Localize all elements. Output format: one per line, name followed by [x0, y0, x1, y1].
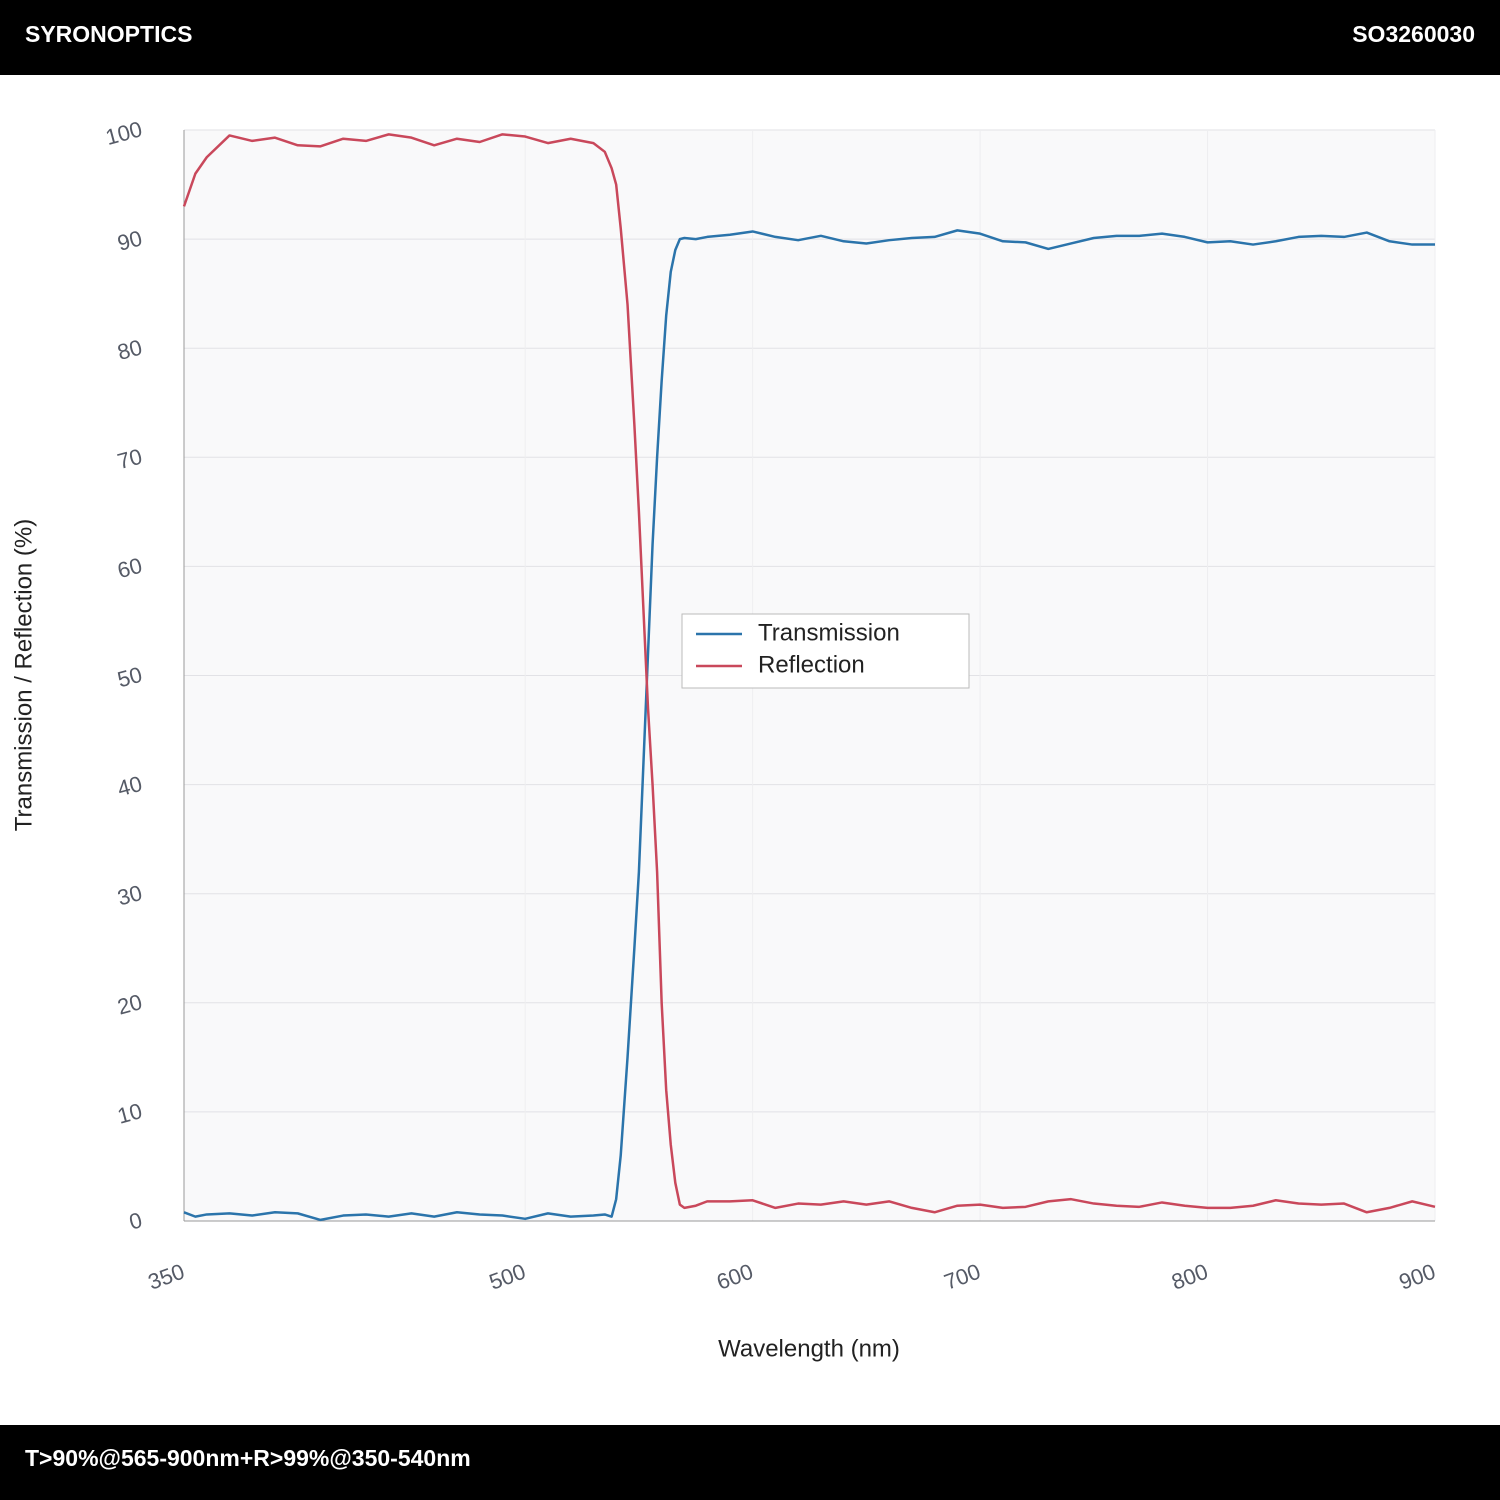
x-tick-label: 350: [145, 1259, 188, 1295]
y-tick-label: 50: [115, 662, 145, 692]
series-line: [183, 229, 1435, 1222]
y-tick-label: 40: [115, 771, 145, 801]
series-line: [182, 133, 1436, 1214]
x-tick-label: 500: [486, 1259, 529, 1295]
x-tick-label: 600: [713, 1259, 756, 1295]
legend-box: [681, 613, 970, 689]
y-tick-label: 90: [115, 225, 145, 255]
y-tick-label: 80: [115, 334, 145, 364]
y-axis-title: Transmission / Reflection (%): [10, 519, 37, 832]
x-tick-label: 800: [1168, 1259, 1211, 1295]
footer-bar: [0, 1425, 1500, 1500]
legend-label: Transmission: [758, 619, 900, 646]
y-tick-label: 70: [115, 444, 145, 474]
y-tick-label: 10: [115, 1098, 145, 1128]
y-tick-label: 0: [126, 1207, 144, 1234]
y-tick-label: 60: [115, 553, 145, 583]
legend-label: Reflection: [758, 651, 865, 678]
brand: SYRONOPTICS: [25, 21, 192, 47]
spec: T>90%@565-900nm+R>99%@350-540nm: [25, 1445, 471, 1471]
x-axis-title: Wavelength (nm): [718, 1335, 900, 1362]
part-number: SO3260030: [1352, 21, 1475, 47]
x-tick-label: 700: [941, 1259, 984, 1295]
header-bar: [0, 0, 1500, 75]
y-tick-label: 100: [103, 116, 145, 150]
x-tick-label: 900: [1396, 1259, 1439, 1295]
y-tick-label: 30: [115, 880, 145, 910]
y-tick-label: 20: [115, 989, 145, 1019]
